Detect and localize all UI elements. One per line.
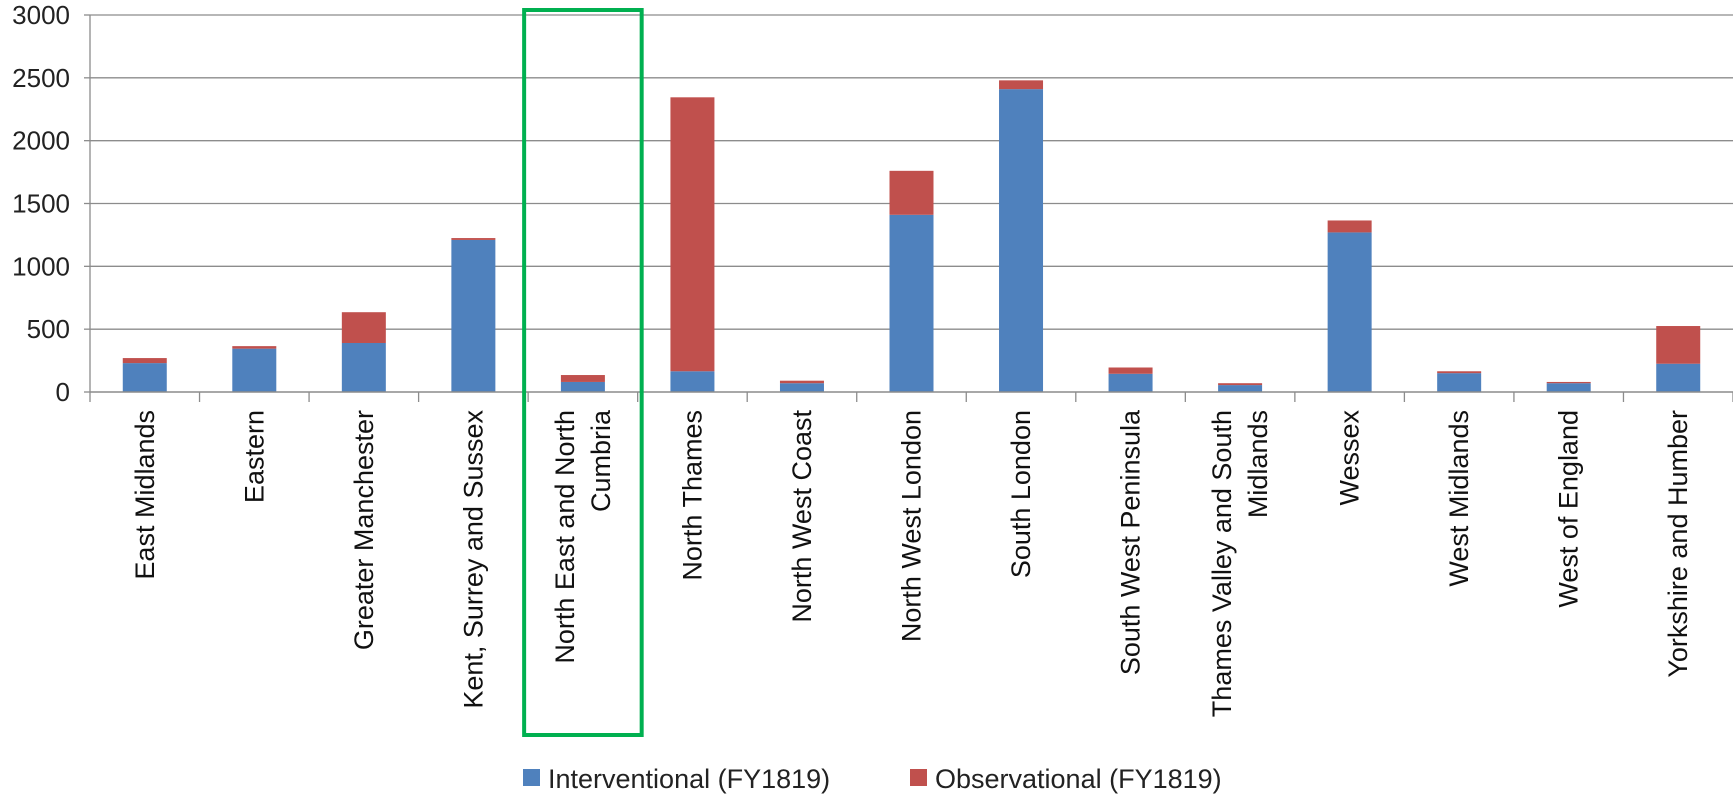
- x-category-label: South West Peninsula: [1116, 409, 1146, 675]
- bar-observational-14: [1656, 326, 1701, 364]
- bar-interventional-12: [1437, 373, 1482, 392]
- bar-interventional-1: [232, 348, 277, 392]
- bar-observational-1: [232, 346, 277, 349]
- highlight-box-layer: [522, 8, 644, 737]
- y-tick-label: 2500: [12, 63, 70, 93]
- x-category-label: North Thames: [677, 410, 707, 581]
- bar-observational-7: [889, 170, 934, 215]
- legend: Interventional (FY1819) Observational (FY…: [523, 764, 1222, 794]
- highlight-box: [522, 8, 644, 737]
- bar-observational-3: [451, 238, 496, 240]
- category-labels: East Midlands Eastern Greater Manchester Ke…: [130, 409, 1693, 717]
- x-axis: [89, 391, 1733, 402]
- bar-interventional-3: [451, 239, 496, 392]
- bar-interventional-14: [1656, 363, 1701, 392]
- y-tick-label: 2000: [12, 126, 70, 156]
- bar-observational-11: [1327, 220, 1372, 233]
- x-category-label: Cumbria: [586, 409, 616, 512]
- bar-observational-2: [341, 312, 386, 343]
- bar-observational-0: [122, 358, 167, 364]
- y-tick-label: 3000: [12, 0, 70, 30]
- x-category-label: North East and North: [550, 410, 580, 664]
- y-tick-label: 500: [27, 314, 70, 344]
- bar-interventional-11: [1327, 232, 1372, 392]
- x-category-label: Greater Manchester: [349, 410, 379, 650]
- bar-observational-9: [1108, 367, 1153, 374]
- bar-observational-4: [560, 375, 605, 382]
- bar-interventional-4: [560, 381, 605, 392]
- bars: [122, 80, 1701, 392]
- y-tick-label: 0: [56, 377, 70, 407]
- x-category-label: Wessex: [1335, 410, 1365, 506]
- legend-label: Interventional (FY1819): [548, 764, 830, 794]
- bar-observational-10: [1218, 383, 1263, 386]
- x-category-label: North West London: [897, 410, 927, 642]
- x-category-label: Midlands: [1243, 410, 1273, 518]
- bar-observational-13: [1546, 381, 1591, 384]
- bar-interventional-13: [1546, 383, 1591, 392]
- bar-observational-8: [999, 80, 1044, 90]
- bar-observational-6: [779, 380, 824, 384]
- x-category-label: West Midlands: [1444, 410, 1474, 587]
- y-tick-label: 1500: [12, 189, 70, 219]
- bar-interventional-8: [999, 89, 1044, 392]
- x-category-label: West of England: [1554, 410, 1584, 608]
- bar-interventional-7: [889, 214, 934, 392]
- x-category-label: East Midlands: [130, 410, 160, 580]
- bar-observational-5: [670, 97, 715, 372]
- y-tick-label: 1000: [12, 251, 70, 281]
- legend-label: Observational (FY1819): [935, 764, 1222, 794]
- bar-observational-12: [1437, 371, 1482, 374]
- bar-interventional-2: [341, 342, 386, 392]
- x-category-label: Yorkshire and Humber: [1663, 410, 1693, 678]
- legend-swatch-observational: [910, 769, 927, 786]
- legend-swatch-interventional: [523, 769, 540, 786]
- x-category-label: South London: [1006, 410, 1036, 578]
- bar-interventional-9: [1108, 373, 1153, 392]
- bar-interventional-10: [1218, 385, 1263, 392]
- bar-interventional-5: [670, 371, 715, 392]
- bar-interventional-6: [779, 383, 824, 392]
- x-category-label: North West Coast: [787, 410, 817, 623]
- x-category-label: Thames Valley and South: [1207, 410, 1237, 717]
- x-category-label: Kent, Surrey and Sussex: [458, 410, 488, 709]
- bar-interventional-0: [122, 363, 167, 392]
- y-axis-tick-labels: 0 500 1000 1500 2000 2500 3000: [12, 0, 70, 407]
- x-category-label: Eastern: [239, 410, 269, 503]
